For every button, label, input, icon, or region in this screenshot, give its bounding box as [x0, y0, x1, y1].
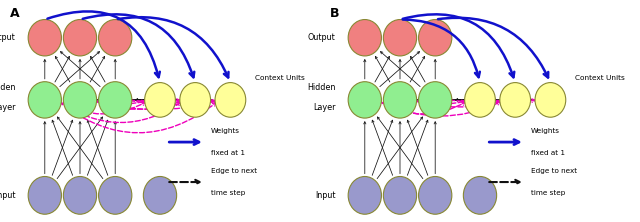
Ellipse shape — [63, 20, 97, 56]
Text: fixed at 1: fixed at 1 — [211, 150, 245, 156]
Ellipse shape — [383, 20, 417, 56]
Text: time step: time step — [531, 190, 566, 196]
Text: Input: Input — [0, 191, 15, 200]
Text: Weights: Weights — [531, 128, 560, 134]
Ellipse shape — [28, 20, 61, 56]
Text: Hidden: Hidden — [0, 83, 15, 92]
Ellipse shape — [28, 176, 61, 214]
Ellipse shape — [465, 83, 495, 117]
Text: Weights: Weights — [211, 128, 240, 134]
Ellipse shape — [348, 82, 381, 118]
Ellipse shape — [145, 83, 175, 117]
Ellipse shape — [419, 20, 452, 56]
Text: Output: Output — [0, 33, 15, 42]
Text: Hidden: Hidden — [307, 83, 335, 92]
Ellipse shape — [99, 176, 132, 214]
Text: Context Units: Context Units — [575, 75, 625, 81]
Ellipse shape — [63, 82, 97, 118]
Text: Context Units: Context Units — [255, 75, 305, 81]
Text: Input: Input — [315, 191, 335, 200]
Ellipse shape — [99, 82, 132, 118]
Ellipse shape — [383, 176, 417, 214]
Ellipse shape — [143, 176, 177, 214]
Ellipse shape — [28, 82, 61, 118]
Ellipse shape — [348, 176, 381, 214]
Text: Layer: Layer — [0, 103, 15, 112]
Text: Layer: Layer — [313, 103, 335, 112]
Ellipse shape — [383, 82, 417, 118]
Ellipse shape — [419, 176, 452, 214]
Ellipse shape — [463, 176, 497, 214]
Ellipse shape — [419, 82, 452, 118]
Ellipse shape — [180, 83, 211, 117]
Text: A: A — [10, 7, 19, 20]
Ellipse shape — [500, 83, 531, 117]
Text: Output: Output — [308, 33, 335, 42]
Ellipse shape — [215, 83, 246, 117]
Text: Edge to next: Edge to next — [531, 168, 577, 174]
Ellipse shape — [535, 83, 566, 117]
Text: fixed at 1: fixed at 1 — [531, 150, 565, 156]
Text: B: B — [330, 7, 339, 20]
Text: Edge to next: Edge to next — [211, 168, 257, 174]
Ellipse shape — [63, 176, 97, 214]
Text: time step: time step — [211, 190, 246, 196]
Ellipse shape — [348, 20, 381, 56]
Ellipse shape — [99, 20, 132, 56]
